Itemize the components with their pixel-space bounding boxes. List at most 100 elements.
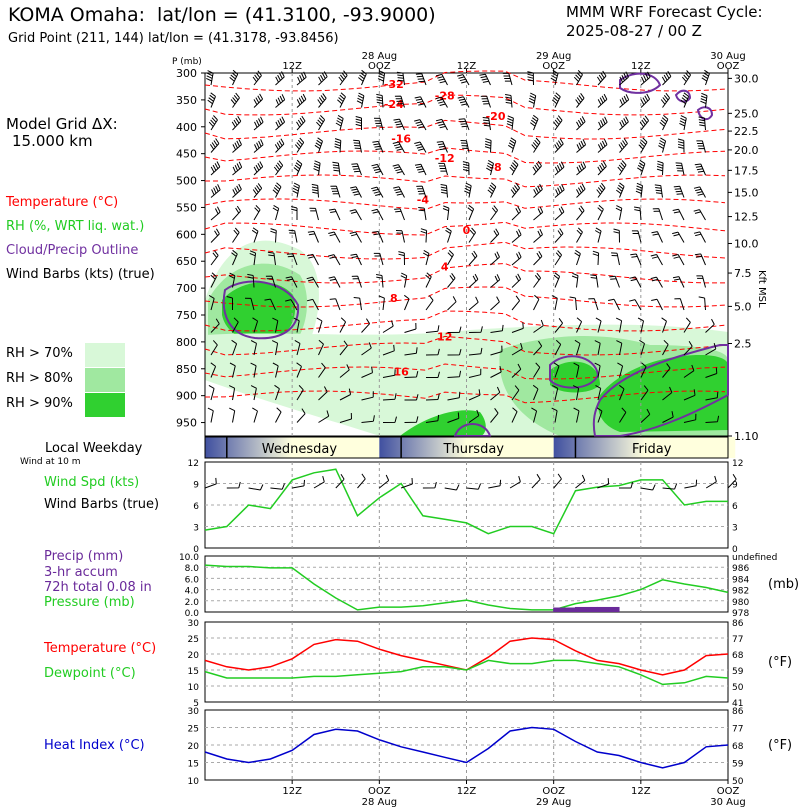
xs-wind-barb	[595, 317, 602, 333]
xs-wind-barb	[392, 141, 405, 153]
xs-wind-barb	[533, 206, 544, 221]
xs-wind-barb	[464, 182, 472, 198]
cycle-label: 2025-08-27 / 00 Z	[566, 22, 702, 40]
surface-wind-barb	[444, 484, 460, 491]
xs-wind-barb	[447, 326, 462, 333]
xs-wind-barb	[208, 294, 215, 311]
xs-wind-barb	[532, 160, 542, 176]
wind-panel-y2tick: 6	[732, 502, 738, 512]
xs-wind-barb	[554, 161, 565, 176]
xs-wind-barb	[572, 385, 580, 401]
surface-wind-barb	[488, 479, 502, 489]
xs-wind-barb	[425, 295, 434, 311]
xs-wind-barb	[701, 69, 710, 86]
xs-wind-barb	[442, 205, 450, 221]
xs-wind-barb	[314, 137, 323, 153]
xs-wind-barb	[334, 138, 342, 153]
xs-wind-barb	[294, 137, 305, 153]
temp-panel-ytick: 30	[188, 619, 200, 629]
isotherm-label: 0	[463, 224, 471, 237]
xs-wind-barb	[511, 206, 522, 221]
xs-wind-barb	[596, 407, 603, 423]
xs-wind-barb	[505, 94, 513, 108]
xs-wind-barb	[440, 184, 448, 198]
xs-wind-barb	[296, 408, 306, 423]
xs-wind-barb	[425, 414, 440, 423]
xs-wind-barb	[373, 117, 384, 131]
isotherm-label: -16	[391, 133, 411, 146]
xs-wind-barb	[672, 276, 685, 288]
heat-panel-y2tick: 86	[732, 707, 744, 717]
xs-wind-barb	[468, 389, 481, 401]
xs-wind-barb	[232, 138, 242, 153]
xs-wind-barb	[330, 185, 341, 198]
xs-wind-barb	[533, 319, 544, 333]
rh-80-swatch	[85, 368, 125, 392]
xs-wind-barb	[613, 228, 620, 243]
xs-wind-barb	[306, 298, 319, 311]
wind-barbs-title: Wind Barbs (true)	[44, 497, 160, 512]
xs-wind-barb	[265, 275, 276, 288]
xs-wind-barb	[490, 205, 499, 221]
top-date-label: 29 Aug	[536, 51, 571, 62]
xs-wind-barb	[210, 340, 218, 356]
heat-panel-ytick: 30	[188, 707, 200, 717]
heat-index-line	[204, 726, 729, 769]
xs-wind-barb	[511, 229, 522, 243]
precip-panel-ytick: 6.0	[185, 575, 200, 585]
xs-wind-barb	[650, 254, 663, 266]
top-time-label: 12Z	[457, 61, 477, 72]
bottom-date-label: 29 Aug	[536, 797, 571, 808]
xs-wind-barb	[569, 296, 577, 311]
xs-wind-barb	[210, 228, 220, 243]
xs-wind-barb	[658, 137, 667, 153]
xs-wind-barb	[316, 115, 326, 131]
surface-wind-barb	[619, 482, 634, 489]
heat-panel-ytick: 20	[188, 742, 200, 752]
xs-wind-barb	[693, 186, 706, 198]
xs-wind-barb	[264, 298, 276, 311]
xs-wind-barb	[597, 138, 608, 153]
xs-wind-barb	[554, 318, 564, 333]
wind-panel-ytick: 9	[193, 481, 199, 491]
xs-wind-barb	[490, 251, 500, 266]
xs-wind-barb	[229, 362, 236, 378]
xs-wind-barb	[484, 138, 492, 153]
xs-wind-barb	[506, 115, 514, 131]
wind-panel-ytick: 3	[193, 524, 199, 534]
temp-panel-y2tick: 68	[732, 651, 744, 661]
xs-wind-barb	[457, 96, 470, 108]
surface-wind-barb	[226, 481, 241, 489]
xs-wind-barb	[351, 275, 362, 288]
grid-point-label: Grid Point (211, 144) lat/lon = (41.3178…	[8, 31, 339, 46]
xs-wind-barb	[404, 370, 419, 378]
xs-wind-barb	[533, 340, 543, 356]
xs-wind-barb	[468, 368, 482, 378]
xs-wind-barb	[226, 296, 233, 310]
top-time-label: OOZ	[717, 61, 740, 72]
xs-wind-barb	[349, 209, 362, 221]
surface-wind-barb	[509, 475, 521, 489]
precip-panel-ytick: 4.0	[185, 587, 200, 597]
model-title: MMM WRF Forecast Cycle:	[566, 3, 763, 21]
xs-wind-barb	[270, 228, 277, 243]
xs-wind-barb	[231, 115, 242, 131]
xs-wind-barb	[361, 342, 372, 356]
xs-wind-barb	[425, 325, 440, 333]
xs-wind-barb	[210, 318, 220, 333]
weekday-band	[205, 437, 380, 458]
isotherm-label: 4	[441, 261, 449, 274]
xs-wind-barb	[553, 362, 560, 378]
xs-wind-barb	[576, 116, 586, 131]
height-tick-label: 25.0	[734, 107, 759, 120]
xs-wind-barb	[705, 391, 719, 401]
heat-panel-ytick: 25	[188, 725, 199, 735]
xs-wind-barb	[595, 385, 602, 401]
surface-wind-barb	[357, 473, 366, 489]
height-tick-label: 1.10	[734, 430, 759, 443]
xs-wind-barb	[394, 95, 405, 108]
xs-wind-barb	[273, 160, 284, 176]
xs-wind-barb	[588, 298, 599, 311]
height-tick-label: 17.5	[734, 164, 759, 177]
